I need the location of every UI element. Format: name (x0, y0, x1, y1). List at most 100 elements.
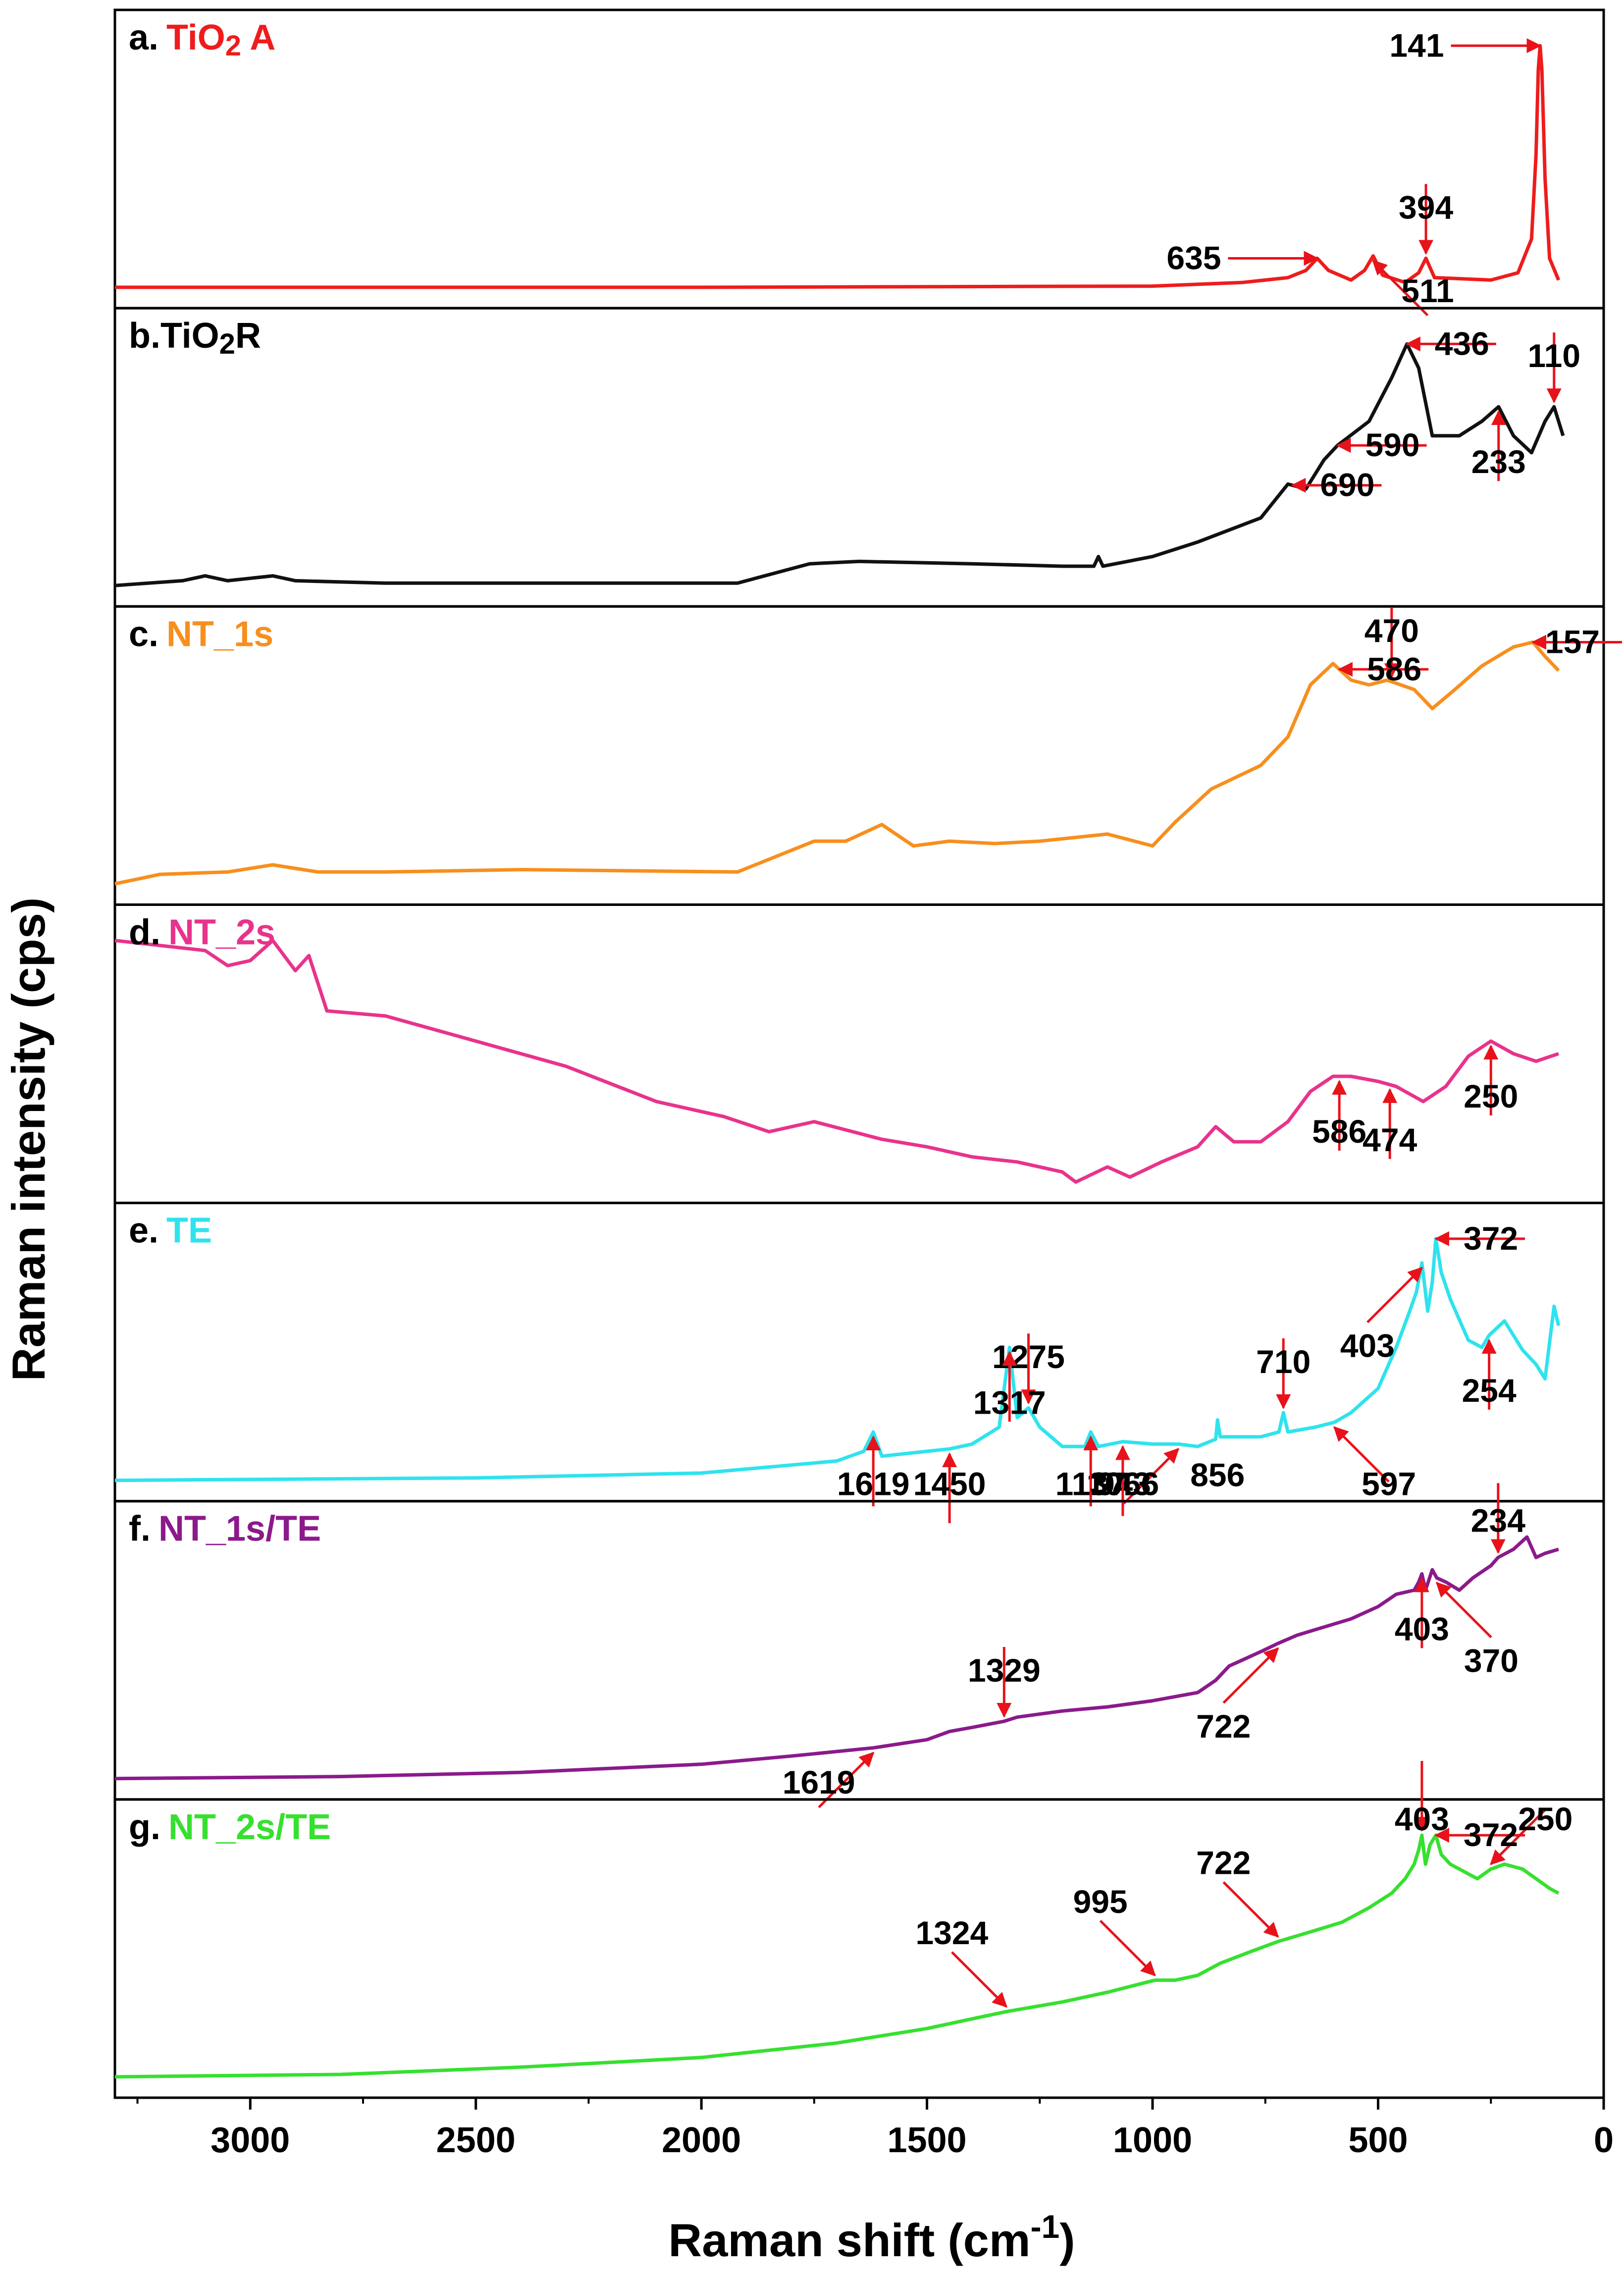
panel-label-g: g. NT_2s/TE (129, 1807, 331, 1847)
panel-name: NT_1s/TE (158, 1509, 321, 1549)
panel-letter: g. (129, 1807, 160, 1847)
series-line-a (115, 44, 1561, 289)
peak-label-157: 157 (1545, 624, 1600, 660)
peak-label-141: 141 (1389, 27, 1444, 63)
peak-label-403: 403 (1395, 1801, 1449, 1837)
peak-label-370: 370 (1464, 1642, 1519, 1679)
panel-name: NT_2s/TE (168, 1807, 331, 1847)
series-line-g (114, 1833, 1560, 2079)
peak-label-590: 590 (1365, 426, 1419, 463)
peak-label-856: 856 (1190, 1457, 1245, 1493)
series-line-c (114, 640, 1560, 886)
peak-label-1619: 1619 (837, 1466, 910, 1502)
panel-frame (113, 8, 1605, 310)
panel-frame (113, 1500, 1605, 1801)
panel-letter: e. (129, 1211, 158, 1251)
x-axis-title-close: ) (1059, 2214, 1075, 2266)
peak-label-470: 470 (1364, 612, 1419, 649)
peak-arrow-597 (1333, 1426, 1390, 1483)
peak-label-1137: 1137 (1055, 1466, 1126, 1502)
x-axis-title: Raman shift (cm-1) (668, 2208, 1075, 2266)
x-tick-label-1500: 1500 (888, 2120, 967, 2160)
panel-letter: a. (129, 18, 158, 57)
peak-label-394: 394 (1399, 189, 1453, 225)
peak-arrow-370 (1435, 1582, 1492, 1639)
series-line-f (114, 1535, 1559, 1781)
peak-label-722: 722 (1196, 1708, 1251, 1745)
panel-name: NT_1s (166, 614, 273, 654)
x-tick-label-0: 0 (1594, 2120, 1614, 2160)
peak-label-586: 586 (1367, 650, 1421, 687)
peak-label-995: 995 (1073, 1883, 1128, 1920)
series-line-d (114, 939, 1560, 1184)
peak-label-372: 372 (1464, 1220, 1518, 1257)
peak-label-436: 436 (1435, 325, 1489, 362)
peak-arrow-943 (1123, 1448, 1180, 1505)
panel-letter: c. (129, 614, 158, 654)
peak-arrow-722 (1222, 1881, 1279, 1938)
panel-label-f: f. NT_1s/TE (129, 1509, 321, 1549)
panel-e: e. TE254372403597710856943106611371275131… (113, 1202, 1605, 1524)
peak-arrow-250 (1490, 1808, 1547, 1865)
peak-arrow-1324 (951, 1951, 1008, 2008)
series-line-e (114, 1237, 1561, 1483)
x-tick-label-500: 500 (1348, 2120, 1408, 2160)
panel-letter: b. (129, 316, 160, 356)
panel-letter: d. (129, 912, 160, 952)
peak-label-690: 690 (1320, 467, 1374, 503)
panel-a: a. TiO2 A 141 394 511 635 (113, 8, 1605, 317)
panel-b: b.TiO2R 110 233 436 590 690 (113, 307, 1605, 608)
panel-letter: f. (129, 1509, 151, 1549)
series-line-b (114, 342, 1565, 587)
panels-layer: a. TiO2 A 141 394 511 635 b.TiO2R 110 233 436 590 6… (113, 8, 1622, 2099)
x-tick-label-1000: 1000 (1113, 2120, 1192, 2160)
panel-name: TiO2R (160, 316, 261, 360)
x-tick-label-2000: 2000 (662, 2120, 741, 2160)
x-axis-title-superscript: -1 (1031, 2208, 1060, 2245)
panel-name: TiO2 A (166, 18, 275, 62)
peak-label-597: 597 (1362, 1466, 1416, 1502)
peak-label-722: 722 (1196, 1845, 1251, 1881)
peak-label-233: 233 (1471, 443, 1526, 480)
peak-label-110: 110 (1528, 337, 1580, 374)
panel-label-b: b.TiO2R (129, 316, 261, 360)
y-axis-title: Raman intensity (cps) (2, 898, 54, 1381)
peak-arrow-403 (1366, 1267, 1423, 1324)
x-tick-label-3000: 3000 (210, 2120, 290, 2160)
peak-label-234: 234 (1471, 1502, 1525, 1539)
peak-arrow-511 (1372, 260, 1429, 317)
peak-label-1619: 1619 (783, 1764, 855, 1801)
panel-label-a: a. TiO2 A (129, 18, 275, 62)
peak-label-254: 254 (1462, 1372, 1517, 1409)
peak-label-474: 474 (1362, 1121, 1417, 1158)
peak-label-1450: 1450 (913, 1466, 986, 1502)
peak-label-372: 372 (1464, 1816, 1518, 1853)
peak-label-635: 635 (1166, 239, 1221, 276)
peak-label-1275: 1275 (992, 1338, 1065, 1375)
panel-label-c: c. NT_1s (129, 614, 273, 654)
panel-frame (113, 1798, 1605, 2099)
peak-label-1066: 1066 (1087, 1466, 1159, 1502)
peak-label-1329: 1329 (968, 1652, 1041, 1689)
panel-name: TE (166, 1211, 212, 1251)
x-axis: 3000 2500 2000 1500 1000 500 0 (136, 2098, 1614, 2160)
peak-label-586: 586 (1312, 1113, 1366, 1150)
peak-label-1317: 1317 (973, 1384, 1046, 1421)
peak-label-403: 403 (1340, 1327, 1395, 1364)
x-axis-title-text: Raman shift (cm (668, 2214, 1030, 2266)
peak-label-710: 710 (1256, 1343, 1310, 1380)
panel-label-d: d. NT_2s (129, 912, 275, 952)
panel-f: f. NT_1s/TE 234 370 403 722 1329 1619 (113, 1483, 1605, 1808)
peak-arrow-722 (1222, 1647, 1279, 1704)
peak-label-250: 250 (1518, 1801, 1572, 1837)
peak-label-511: 511 (1401, 272, 1454, 309)
panel-label-e: e. TE (129, 1211, 212, 1251)
peak-label-1324: 1324 (916, 1914, 989, 1951)
panel-frame (113, 903, 1605, 1205)
panel-name: NT_2s (168, 912, 275, 952)
peak-label-250: 250 (1464, 1078, 1518, 1114)
